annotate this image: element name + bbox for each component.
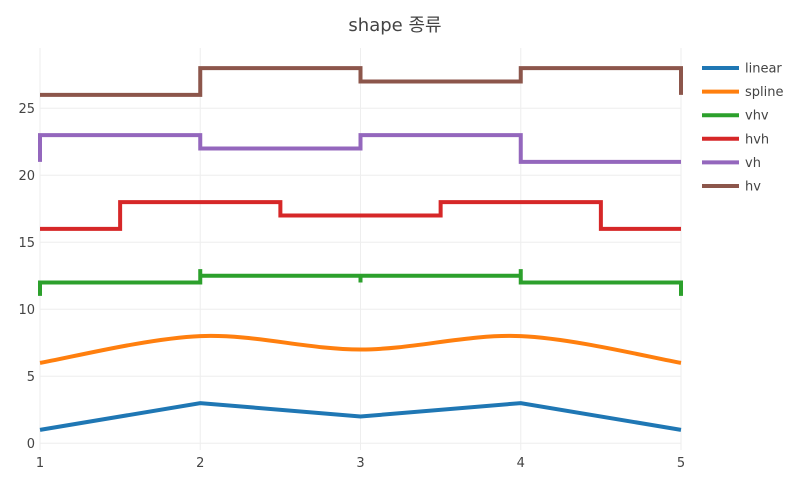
legend-label: hv bbox=[745, 180, 761, 195]
series-line-hvh bbox=[40, 200, 681, 231]
plot-area bbox=[38, 66, 683, 432]
x-tick-label: 5 bbox=[677, 456, 685, 471]
series-line-vhv bbox=[38, 269, 683, 296]
series-line-hv bbox=[40, 66, 683, 97]
legend-label: hvh bbox=[745, 132, 769, 147]
series-line-spline bbox=[39, 333, 682, 365]
x-tick-label: 2 bbox=[196, 456, 204, 471]
legend-label: spline bbox=[745, 85, 784, 100]
legend-item-hvh[interactable]: hvh bbox=[702, 132, 769, 147]
legend-item-vh[interactable]: vh bbox=[702, 156, 761, 171]
y-tick-label: 10 bbox=[18, 303, 35, 318]
x-tick-label: 4 bbox=[517, 456, 525, 471]
legend-label: linear bbox=[745, 62, 782, 77]
legend-item-spline[interactable]: spline bbox=[702, 85, 784, 100]
grid bbox=[39, 48, 682, 450]
x-tick-label: 1 bbox=[36, 456, 44, 471]
series-line-vh bbox=[38, 133, 681, 164]
legend-label: vhv bbox=[745, 109, 769, 124]
legend-item-linear[interactable]: linear bbox=[702, 62, 782, 77]
y-tick-label: 15 bbox=[18, 236, 35, 251]
x-tick-label: 3 bbox=[356, 456, 364, 471]
y-tick-label: 25 bbox=[18, 102, 35, 117]
y-tick-label: 20 bbox=[18, 169, 35, 184]
y-tick-label: 5 bbox=[27, 370, 35, 385]
series-line-linear bbox=[39, 401, 682, 432]
legend-item-vhv[interactable]: vhv bbox=[702, 109, 769, 124]
chart-title: shape 종류 bbox=[348, 15, 441, 36]
y-tick-label: 0 bbox=[27, 437, 35, 452]
x-axis: 1 2 3 4 5 bbox=[36, 456, 685, 471]
y-axis: 0 5 10 15 20 25 bbox=[18, 102, 35, 452]
legend-item-hv[interactable]: hv bbox=[702, 180, 761, 195]
legend-label: vh bbox=[745, 156, 761, 171]
